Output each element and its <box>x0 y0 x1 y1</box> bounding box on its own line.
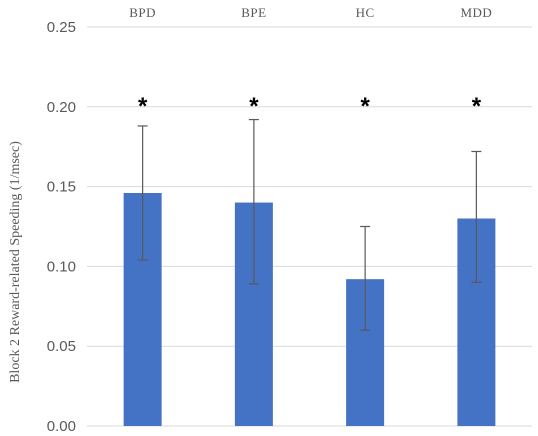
category-label-bpd: BPD <box>129 5 156 20</box>
category-labels: BPD BPE HC MDD <box>129 5 492 20</box>
significance-marker-bpe: * <box>249 93 259 120</box>
y-tick-label-4: 0.20 <box>47 99 76 116</box>
category-label-mdd: MDD <box>460 5 492 20</box>
significance-marker-bpd: * <box>138 93 148 120</box>
y-tick-label-5: 0.25 <box>47 19 76 36</box>
significance-markers: * * * * <box>138 93 482 120</box>
y-axis-label: Block 2 Reward-related Speeding (1/msec) <box>8 141 23 383</box>
y-tick-label-3: 0.15 <box>47 179 76 196</box>
error-bars <box>137 118 482 331</box>
y-tick-label-0: 0.00 <box>47 418 76 435</box>
category-label-bpe: BPE <box>241 5 266 20</box>
category-label-hc: HC <box>356 5 375 20</box>
bars <box>123 192 496 426</box>
y-tick-label-1: 0.05 <box>47 338 76 355</box>
y-axis-ticks: 0.00 0.05 0.10 0.15 0.20 0.25 <box>47 19 76 435</box>
significance-marker-mdd: * <box>472 93 482 120</box>
significance-marker-hc: * <box>360 93 370 120</box>
y-tick-label-2: 0.10 <box>47 258 76 275</box>
